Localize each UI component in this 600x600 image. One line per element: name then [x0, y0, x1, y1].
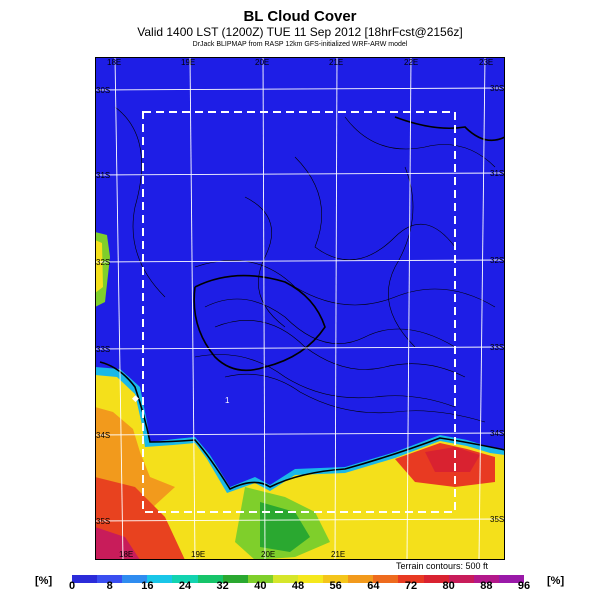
- colorbar-tick-label: 40: [254, 580, 267, 592]
- lat-label: 35S: [490, 515, 504, 524]
- lat-label: 34S: [96, 431, 110, 440]
- lat-label: 35S: [96, 517, 110, 526]
- colorbar-tick-label: 88: [480, 580, 493, 592]
- colorbar-swatch: [272, 575, 299, 583]
- colorbar: [72, 575, 525, 583]
- lon-label: 21E: [329, 58, 343, 67]
- colorbar-swatch: [498, 575, 525, 583]
- colorbar-swatch: [348, 575, 374, 583]
- lon-label: 18E: [107, 58, 121, 67]
- colorbar-swatch: [147, 575, 173, 583]
- lon-labels-top: 18E 19E 20E 21E 22E 23E: [107, 58, 493, 67]
- colorbar-swatch: [197, 575, 224, 583]
- colorbar-unit-left: [%]: [35, 575, 53, 587]
- colorbar-swatch: [72, 575, 98, 583]
- lon-label: 20E: [261, 550, 275, 559]
- lat-label: 33S: [490, 343, 504, 352]
- lon-label: 19E: [191, 550, 205, 559]
- station-marker-diamond: ◆: [132, 393, 139, 403]
- terrain-contours: [114, 106, 496, 423]
- lat-labels-left: 30S 31S 32S 33S 34S 35S: [96, 86, 110, 526]
- coastline: [99, 116, 505, 491]
- colorbar-tick-label: 72: [404, 580, 418, 592]
- inner-domain-box: [142, 111, 456, 513]
- colorbar-ticks: 0 8 16 24 32 40 48 56 64 72 80 88 96: [68, 580, 530, 594]
- colorbar-swatch: [122, 575, 148, 583]
- central-dark-green: [260, 502, 310, 552]
- colorbar-tick-label: 48: [291, 580, 305, 592]
- lon-label: 22E: [404, 58, 418, 67]
- lat-lon-grid: [95, 57, 505, 560]
- lat-label: 30S: [96, 86, 110, 95]
- colorbar-swatch: [473, 575, 500, 583]
- colorbar-swatch: [97, 575, 123, 583]
- lon-label: 18E: [119, 550, 133, 559]
- map-field: 1 ◆ 18E 19E 20E 21E 22E 23E 18E 19E 20E …: [95, 57, 505, 560]
- colorbar-swatch: [423, 575, 450, 583]
- colorbar-tick-label: 56: [329, 580, 342, 592]
- lon-label: 23E: [479, 58, 493, 67]
- map-title: BL Cloud Cover: [243, 8, 357, 25]
- lat-label: 30S: [490, 84, 504, 93]
- colorbar-swatch: [247, 575, 274, 583]
- colorbar-swatch: [172, 575, 199, 583]
- east-deep-red: [425, 447, 480, 472]
- lon-label: 19E: [181, 58, 195, 67]
- station-marker: 1: [225, 396, 230, 405]
- colorbar-tick-label: 24: [178, 580, 192, 592]
- lon-label: 20E: [255, 58, 269, 67]
- colorbar-tick-label: 8: [106, 580, 113, 592]
- cloud-cover-map: 1 ◆ 18E 19E 20E 21E 22E 23E 18E 19E 20E …: [95, 57, 505, 560]
- northwest-small-core: [95, 240, 103, 293]
- colorbar-unit-right: [%]: [547, 575, 565, 587]
- colorbar-swatch: [398, 575, 425, 583]
- colorbar-tick-label: 32: [216, 580, 229, 592]
- map-subtitle: Valid 1400 LST (1200Z) TUE 11 Sep 2012 […: [137, 25, 463, 39]
- lat-label: 33S: [96, 345, 110, 354]
- colorbar-tick-label: 64: [367, 580, 380, 592]
- colorbar-swatch: [323, 575, 349, 583]
- lat-label: 34S: [490, 429, 504, 438]
- model-credit: DrJack BLIPMAP from RASP 12km GFS-initia…: [192, 41, 408, 48]
- lat-label: 32S: [490, 256, 504, 265]
- colorbar-swatch: [448, 575, 475, 583]
- colorbar-swatch: [373, 575, 399, 583]
- colorbar-swatch: [298, 575, 324, 583]
- lon-label: 21E: [331, 550, 345, 559]
- lon-labels-bottom: 18E 19E 20E 21E: [119, 550, 345, 559]
- land-yellow-field: [95, 375, 505, 560]
- lat-label: 31S: [490, 169, 504, 178]
- lat-label: 32S: [96, 258, 110, 267]
- map-frame: [95, 57, 505, 560]
- southwest-dark-field: [95, 527, 140, 560]
- lat-labels-right: 30S 31S 32S 33S 34S 35S: [490, 84, 504, 524]
- terrain-contour-note: Terrain contours: 500 ft: [396, 561, 489, 571]
- colorbar-tick-label: 16: [141, 580, 154, 592]
- colorbar-tick-label: 96: [517, 580, 531, 592]
- colorbar-tick-label: 0: [68, 580, 76, 592]
- colorbar-swatch: [222, 575, 249, 583]
- lat-label: 31S: [96, 171, 110, 180]
- colorbar-tick-label: 80: [442, 580, 455, 592]
